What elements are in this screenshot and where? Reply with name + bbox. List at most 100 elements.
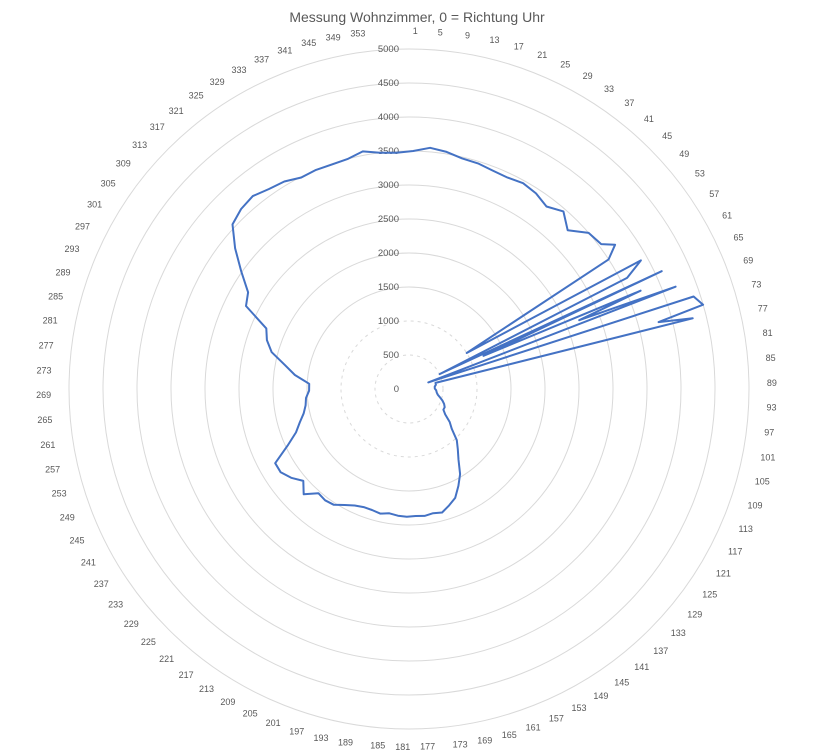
angle-tick-label: 89 bbox=[767, 378, 777, 388]
radial-tick-label: 1000 bbox=[378, 316, 399, 327]
angle-tick-label: 181 bbox=[395, 742, 410, 752]
angle-tick-label: 177 bbox=[420, 742, 435, 752]
angle-tick-label: 169 bbox=[477, 735, 492, 745]
angle-tick-label: 233 bbox=[108, 599, 123, 609]
grid-ring-2500 bbox=[238, 218, 580, 560]
angle-tick-label: 97 bbox=[764, 428, 774, 438]
angle-tick-label: 33 bbox=[604, 84, 614, 94]
angle-tick-label: 145 bbox=[614, 677, 629, 687]
angle-tick-label: 69 bbox=[743, 256, 753, 266]
angle-tick-label: 321 bbox=[169, 106, 184, 116]
angle-tick-label: 261 bbox=[40, 440, 55, 450]
angle-tick-label: 49 bbox=[679, 149, 689, 159]
angle-tick-label: 85 bbox=[766, 353, 776, 363]
angle-tick-label: 1 bbox=[413, 26, 418, 36]
angle-labels: 1 5 9 1317212529333741454953576165697377818… bbox=[36, 26, 777, 752]
angle-tick-label: 237 bbox=[94, 579, 109, 589]
angle-tick-label: 317 bbox=[150, 122, 165, 132]
angle-tick-label: 313 bbox=[132, 140, 147, 150]
angle-tick-label: 341 bbox=[277, 46, 292, 56]
angle-tick-label: 329 bbox=[210, 77, 225, 87]
angle-tick-label: 65 bbox=[734, 233, 744, 243]
grid-ring-3500 bbox=[170, 150, 648, 628]
grid-ring-3000 bbox=[204, 184, 614, 594]
radial-tick-label: 4500 bbox=[378, 78, 399, 89]
angle-tick-label: 5 bbox=[438, 27, 443, 37]
angle-tick-label: 241 bbox=[81, 558, 96, 568]
angle-tick-label: 157 bbox=[549, 714, 564, 724]
angle-tick-label: 165 bbox=[502, 730, 517, 740]
angle-tick-label: 277 bbox=[39, 340, 54, 350]
angle-tick-label: 285 bbox=[48, 291, 63, 301]
angle-tick-label: 253 bbox=[52, 489, 67, 499]
angle-tick-label: 77 bbox=[758, 304, 768, 314]
angle-tick-label: 229 bbox=[124, 619, 139, 629]
angle-tick-label: 153 bbox=[572, 703, 587, 713]
angle-tick-label: 185 bbox=[370, 741, 385, 751]
radial-tick-label: 500 bbox=[383, 350, 399, 361]
angle-tick-label: 101 bbox=[760, 452, 775, 462]
angle-tick-label: 337 bbox=[254, 55, 269, 65]
angle-tick-label: 61 bbox=[722, 210, 732, 220]
radial-tick-label: 3000 bbox=[378, 180, 399, 191]
angle-tick-label: 173 bbox=[453, 739, 468, 749]
angle-tick-label: 197 bbox=[289, 726, 304, 736]
grid-ring-500 bbox=[374, 354, 444, 424]
grid-ring-1500 bbox=[306, 286, 512, 492]
data-series-line-0 bbox=[231, 146, 705, 518]
angle-tick-label: 213 bbox=[199, 684, 214, 694]
grid-ring-5000 bbox=[68, 48, 750, 730]
angle-tick-label: 81 bbox=[763, 328, 773, 338]
angle-tick-label: 221 bbox=[159, 654, 174, 664]
angle-tick-label: 21 bbox=[537, 50, 547, 60]
angle-tick-label: 9 bbox=[465, 30, 470, 40]
radial-tick-label: 0 bbox=[394, 384, 399, 395]
angle-tick-label: 353 bbox=[350, 29, 365, 39]
grid-ring-4500 bbox=[102, 82, 716, 696]
radial-tick-label: 2500 bbox=[378, 214, 399, 225]
grid-ring-4000 bbox=[136, 116, 682, 662]
angle-tick-label: 121 bbox=[716, 568, 731, 578]
angle-tick-label: 289 bbox=[55, 267, 70, 277]
angle-tick-label: 161 bbox=[526, 723, 541, 733]
angle-tick-label: 73 bbox=[751, 279, 761, 289]
angle-tick-label: 301 bbox=[87, 200, 102, 210]
angle-tick-label: 273 bbox=[36, 365, 51, 375]
angle-tick-label: 293 bbox=[64, 244, 79, 254]
radial-tick-label: 2000 bbox=[378, 248, 399, 259]
angle-tick-label: 225 bbox=[141, 637, 156, 647]
angle-tick-label: 245 bbox=[69, 535, 84, 545]
angle-tick-label: 17 bbox=[514, 42, 524, 52]
angle-tick-label: 29 bbox=[583, 71, 593, 81]
angle-tick-label: 109 bbox=[748, 501, 763, 511]
angle-tick-label: 281 bbox=[43, 316, 58, 326]
radial-grid bbox=[68, 48, 750, 730]
chart-title: Messung Wohnzimmer, 0 = Richtung Uhr bbox=[289, 9, 545, 25]
radial-tick-label: 5000 bbox=[378, 44, 399, 55]
angle-tick-label: 257 bbox=[45, 465, 60, 475]
grid-ring-1000 bbox=[340, 320, 478, 458]
radial-tick-label: 4000 bbox=[378, 112, 399, 123]
angle-tick-label: 345 bbox=[301, 38, 316, 48]
angle-tick-label: 205 bbox=[243, 709, 258, 719]
angle-tick-label: 269 bbox=[36, 390, 51, 400]
angle-tick-label: 297 bbox=[75, 222, 90, 232]
angle-tick-label: 325 bbox=[189, 91, 204, 101]
angle-tick-label: 149 bbox=[593, 691, 608, 701]
radial-axis-labels: 0 500 1000 1500 2000 2500 3000 3500 4000 4500 5000 bbox=[378, 44, 399, 395]
angle-tick-label: 25 bbox=[560, 60, 570, 70]
radial-tick-label: 3500 bbox=[378, 146, 399, 157]
angle-tick-label: 217 bbox=[179, 670, 194, 680]
angle-tick-label: 117 bbox=[728, 547, 742, 557]
angle-tick-label: 209 bbox=[220, 697, 235, 707]
angle-tick-label: 349 bbox=[326, 33, 341, 43]
radial-tick-label: 1500 bbox=[378, 282, 399, 293]
angle-tick-label: 305 bbox=[101, 179, 116, 189]
angle-tick-label: 137 bbox=[653, 646, 668, 656]
angle-tick-label: 37 bbox=[624, 98, 634, 108]
angle-tick-label: 133 bbox=[671, 628, 686, 638]
grid-ring-2000 bbox=[272, 252, 546, 526]
angle-tick-label: 13 bbox=[490, 35, 500, 45]
angle-tick-label: 113 bbox=[739, 524, 753, 534]
angle-tick-label: 309 bbox=[116, 159, 131, 169]
